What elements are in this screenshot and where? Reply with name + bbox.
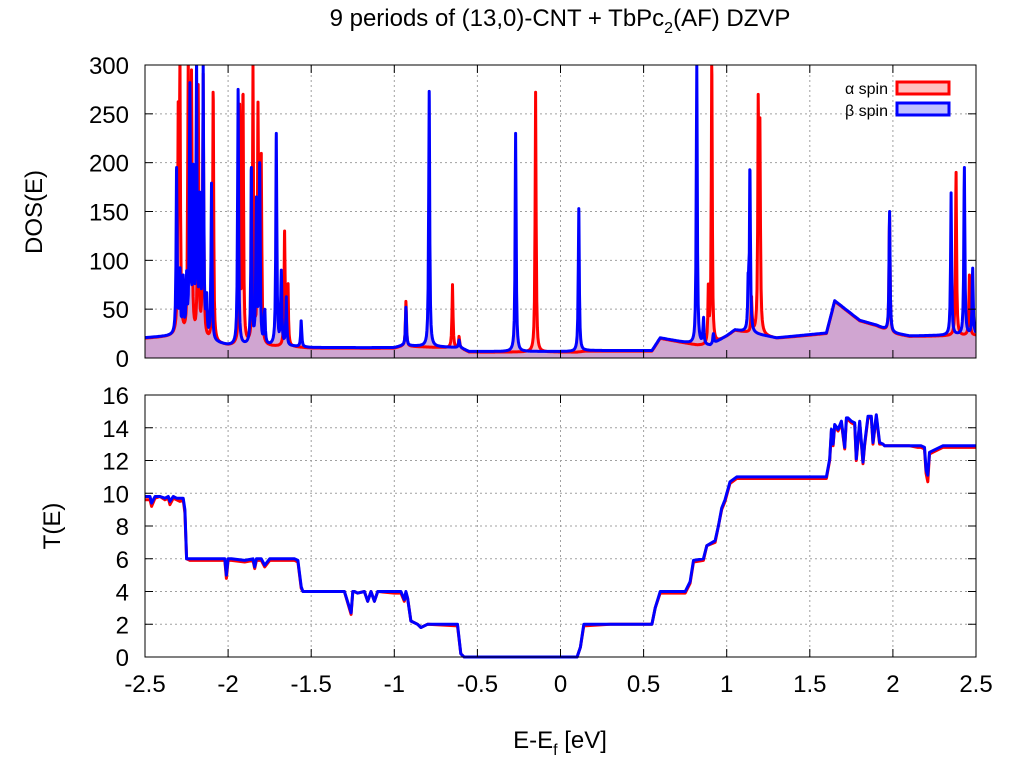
transmission-y-tick-label: 4 — [116, 580, 129, 607]
transmission-axes: -2.5 -2 -1.5 -1 -0.5 0 0.5 1 1.5 2 2.5 0 2 4 6 8 10 12 14 1… — [102, 383, 992, 698]
legend-beta-swatch — [895, 101, 951, 117]
chart-title-tail: (AF) DZVP — [673, 5, 790, 32]
x-tick-label: 2 — [886, 671, 899, 698]
x-axis-label-tail: [eV] — [558, 727, 607, 754]
dos-y-tick-label: 0 — [116, 346, 129, 373]
transmission-y-tick-label: 12 — [102, 449, 129, 476]
dos-beta-line — [145, 65, 976, 353]
x-tick-label: -2 — [217, 671, 238, 698]
x-axis-label-main: E-E — [513, 727, 553, 754]
transmission-y-tick-label: 2 — [116, 612, 129, 639]
dos-y-tick-label: 200 — [89, 151, 129, 178]
chart-title: 9 periods of (13,0)-CNT + TbPc2(AF) DZVP — [330, 5, 791, 37]
dos-y-tick-label: 300 — [89, 53, 129, 80]
x-tick-label: 0 — [554, 671, 567, 698]
x-tick-label: 1 — [720, 671, 733, 698]
transmission-y-tick-label: 0 — [116, 645, 129, 672]
dos-y-tick-label: 100 — [89, 248, 129, 275]
x-tick-label: -0.5 — [457, 671, 498, 698]
x-tick-label: -1 — [384, 671, 405, 698]
dos-grid — [145, 65, 976, 358]
dos-y-tick-label: 150 — [89, 200, 129, 227]
x-tick-label: 1.5 — [793, 671, 826, 698]
transmission-y-tick-label: 16 — [102, 383, 129, 410]
chart-title-subscript: 2 — [664, 20, 673, 37]
x-tick-label: 0.5 — [627, 671, 660, 698]
legend: α spin β spin — [845, 80, 951, 120]
legend-alpha-label: α spin — [845, 81, 888, 98]
dos-y-tick-label: 50 — [102, 297, 129, 324]
x-tick-label: -1.5 — [291, 671, 332, 698]
transmission-y-tick-label: 14 — [102, 416, 129, 443]
x-axis-label-subscript: f — [553, 742, 558, 759]
x-tick-label: 2.5 — [959, 671, 992, 698]
legend-beta-label: β spin — [845, 103, 888, 120]
transmission-grid — [145, 395, 976, 657]
x-tick-label: -2.5 — [124, 671, 165, 698]
chart-title-main: 9 periods of (13,0)-CNT + TbPc — [330, 5, 665, 32]
transmission-y-tick-label: 8 — [116, 514, 129, 541]
x-axis-label: E-Ef [eV] — [513, 727, 607, 759]
dos-lines — [145, 65, 976, 354]
transmission-y-tick-label: 6 — [116, 547, 129, 574]
transmission-y-tick-label: 10 — [102, 481, 129, 508]
dos-y-axis-label: DOS(E) — [21, 170, 48, 254]
dos-axes: 0 50 100 150 200 250 300 — [89, 53, 977, 373]
legend-alpha-swatch — [895, 80, 951, 96]
transmission-y-axis-label: T(E) — [39, 503, 66, 550]
dos-y-tick-label: 250 — [89, 102, 129, 129]
